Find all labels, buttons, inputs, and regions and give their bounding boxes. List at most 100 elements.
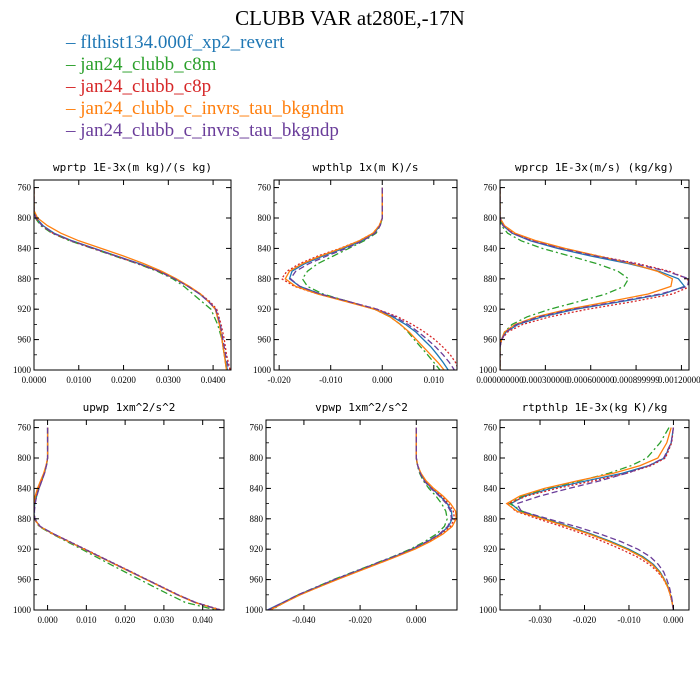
panel-4: upwp 1xm^2/s^2 760 800 840 880 920 960 1000 0.00… <box>13 401 225 625</box>
panel-3: wprcp 1E-3x(m/s) (kg/kg) 760 800 840 880 920 9… <box>476 161 700 385</box>
x-tick-label: 0.0400 <box>201 375 226 385</box>
figure-title: CLUBB VAR at280E,-17N <box>235 6 465 30</box>
panel-1-series <box>34 187 231 370</box>
series-line-2 <box>271 427 448 610</box>
y-tick-label: 960 <box>484 575 498 585</box>
plot-frame <box>273 179 458 371</box>
series-line-3 <box>506 427 675 610</box>
y-tick-label: 920 <box>258 304 272 314</box>
series-line-2 <box>508 427 675 610</box>
series-line-3 <box>34 427 222 610</box>
legend-entry-1: – flthist134.000f_xp2_revert <box>66 32 344 54</box>
y-tick-label: 760 <box>258 183 272 193</box>
series-line-1 <box>34 427 221 610</box>
legend-text-3: – jan24_clubb_c8p <box>66 76 212 97</box>
y-tick-label: 840 <box>484 483 498 493</box>
panel-title: wprtp 1E-3x(m kg)/(s kg) <box>53 161 212 174</box>
y-tick-label: 800 <box>484 453 498 463</box>
series-line-3 <box>500 187 689 370</box>
y-tick-label: 880 <box>250 514 264 524</box>
panel-title: upwp 1xm^2/s^2 <box>83 401 176 414</box>
legend-text-5: – jan24_clubb_c_invrs_tau_bkgndp <box>66 120 339 141</box>
x-tick-label: 0.000899999 <box>612 375 660 385</box>
panel-3-series <box>500 187 689 370</box>
series-line-1 <box>34 187 229 370</box>
x-tick-label: 0.010 <box>424 375 445 385</box>
y-tick-label: 760 <box>18 423 32 433</box>
y-tick-label: 880 <box>484 514 498 524</box>
panel-title: wprcp 1E-3x(m/s) (kg/kg) <box>515 161 674 174</box>
x-tick-label: 0.000 <box>663 615 684 625</box>
plot-frame <box>265 419 458 611</box>
series-line-5 <box>267 427 453 610</box>
x-tick-label: -0.020 <box>268 375 292 385</box>
x-tick-label: -0.030 <box>528 615 552 625</box>
legend-text-4: – jan24_clubb_c_invrs_tau_bkgndm <box>66 98 345 119</box>
series-line-4 <box>284 187 445 370</box>
y-tick-label: 1000 <box>245 605 264 615</box>
legend-entry-3: – jan24_clubb_c8p <box>66 76 344 98</box>
series-line-1 <box>267 427 453 610</box>
x-tick-label: 0.000 <box>406 615 427 625</box>
y-tick-label: 920 <box>18 544 32 554</box>
legend-text-2: – jan24_clubb_c8m <box>66 54 217 75</box>
y-tick-label: 760 <box>250 423 264 433</box>
y-tick-label: 1000 <box>479 605 498 615</box>
y-tick-label: 1000 <box>479 365 498 375</box>
y-tick-label: 800 <box>258 213 272 223</box>
x-tick-label: 0.030 <box>154 615 175 625</box>
x-tick-label: 0.010 <box>76 615 97 625</box>
panel-5: vpwp 1xm^2/s^2 760 800 840 880 920 960 1000 -0.0… <box>245 401 458 625</box>
x-tick-label: 0.000600000 <box>567 375 615 385</box>
series-line-5 <box>289 187 455 370</box>
series-line-1 <box>288 187 449 370</box>
plot-frame <box>33 419 225 611</box>
series-line-3 <box>268 427 456 610</box>
series-line-4 <box>34 187 228 370</box>
y-tick-label: 880 <box>258 274 272 284</box>
series-line-2 <box>301 187 441 370</box>
panel-2: wpthlp 1x(m K)/s7608008408809209601000-0… <box>253 161 458 385</box>
x-tick-label: 0.040 <box>193 615 214 625</box>
y-tick-label: 880 <box>18 274 32 284</box>
panel-6-series <box>505 427 675 610</box>
y-tick-label: 1000 <box>253 365 272 375</box>
x-tick-label: 0.0300 <box>156 375 181 385</box>
legend-entry-2: – jan24_clubb_c8m <box>66 54 344 76</box>
series-line-2 <box>34 427 217 610</box>
y-tick-label: 960 <box>250 575 264 585</box>
x-tick-label: -0.020 <box>348 615 372 625</box>
y-tick-label: 760 <box>484 423 498 433</box>
series-line-2 <box>500 187 630 370</box>
panel-5-series <box>267 427 457 610</box>
x-tick-label: 0.0100 <box>66 375 91 385</box>
y-tick-label: 840 <box>250 483 264 493</box>
plot-frame <box>499 419 690 611</box>
series-line-1 <box>500 187 686 370</box>
x-tick-label: 0.000 <box>37 615 58 625</box>
panel-1: wprtp 1E-3x(m kg)/(s kg) 760 800 840 880 920 9… <box>13 161 232 385</box>
y-tick-label: 960 <box>18 335 32 345</box>
y-tick-label: 1000 <box>13 365 32 375</box>
y-tick-label: 920 <box>484 544 498 554</box>
series-line-3 <box>280 187 457 368</box>
legend: – flthist134.000f_xp2_revert – jan24_clu… <box>66 32 344 142</box>
series-line-4 <box>269 427 457 610</box>
plot-frame <box>33 179 232 371</box>
x-tick-label: 0.020 <box>115 615 136 625</box>
x-tick-label: 0.000300000 <box>522 375 570 385</box>
panel-2-series <box>280 187 457 370</box>
series-line-5 <box>500 187 689 370</box>
y-tick-label: 960 <box>484 335 498 345</box>
x-tick-label: -0.020 <box>573 615 597 625</box>
x-tick-label: -0.040 <box>292 615 316 625</box>
y-tick-label: 880 <box>484 274 498 284</box>
y-tick-label: 840 <box>258 243 272 253</box>
series-line-4 <box>34 427 220 610</box>
panel-4-series <box>34 427 222 610</box>
x-tick-label: 0.001200000 <box>658 375 700 385</box>
y-tick-label: 920 <box>250 544 264 554</box>
y-tick-label: 840 <box>18 243 32 253</box>
panel-title: rtpthlp 1E-3x(kg K)/kg <box>522 401 668 414</box>
